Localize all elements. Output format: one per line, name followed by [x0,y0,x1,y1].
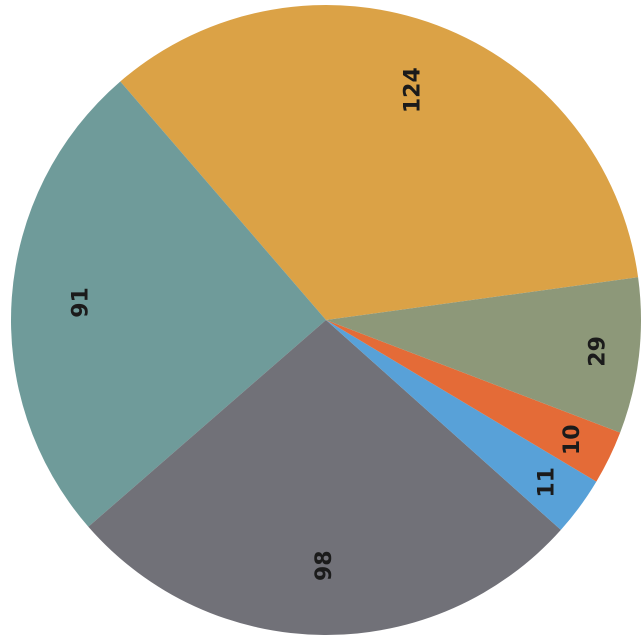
pie-slice-98 [88,320,561,635]
pie-slice-124 [120,4,639,320]
pie-slice-label-29: 29 [586,336,611,367]
pie-slice-29 [326,277,641,433]
pie-slices [10,4,641,635]
pie-slice-label-91: 91 [68,287,93,318]
pie-slice-10 [326,320,621,482]
pie-slice-11 [326,320,597,530]
pie-slice-91 [10,81,327,527]
pie-slice-label-11: 11 [534,467,559,498]
pie-slice-label-98: 98 [312,550,337,581]
pie-slice-label-10: 10 [560,424,585,455]
pie-slice-label-124: 124 [400,67,425,113]
